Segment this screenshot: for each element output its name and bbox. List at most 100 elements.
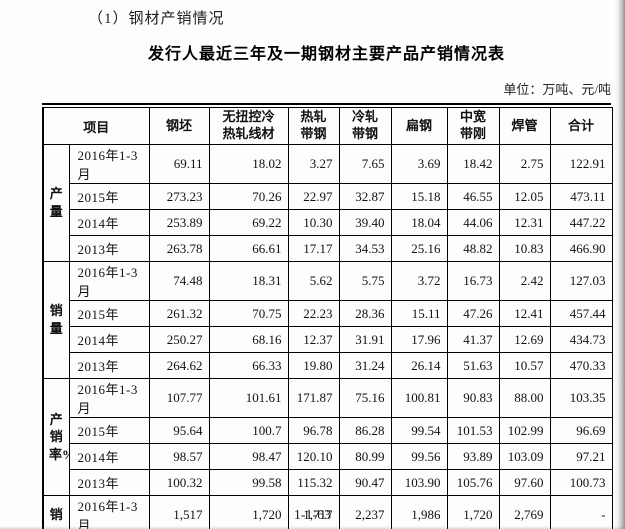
row-group-label: 产销率% [42, 378, 70, 496]
value-cell: 261.32 [148, 300, 210, 327]
period-cell: 2015年 [68, 417, 150, 444]
value-cell: 107.77 [148, 378, 210, 418]
value-cell: 473.11 [549, 183, 613, 210]
value-cell: 88.00 [498, 378, 551, 418]
col-header-flat-steel: 扁钢 [390, 107, 448, 145]
period-cell: 2014年 [68, 326, 150, 353]
col-header-welded-pipe: 焊管 [498, 107, 551, 145]
value-cell: 26.14 [390, 352, 448, 379]
period-cell: 2014年 [68, 209, 150, 236]
value-cell: 18.42 [446, 144, 500, 184]
value-cell: 47.26 [446, 300, 500, 327]
value-cell: 3.27 [287, 144, 340, 184]
value-cell: 1,720 [208, 495, 289, 529]
value-cell: 99.56 [390, 443, 448, 470]
section-heading: （1）钢材产销情况 [88, 11, 225, 27]
value-cell: 18.04 [390, 209, 448, 236]
value-cell: 5.75 [338, 261, 392, 301]
value-cell: 12.41 [498, 300, 551, 327]
table-row: 2014年 253.89 69.22 10.30 39.40 18.04 44.06 12.3… [43, 209, 613, 236]
value-cell: 10.83 [498, 235, 551, 262]
period-cell: 2016年1-3月 [68, 261, 150, 301]
value-cell: 96.69 [549, 417, 613, 444]
value-cell: 12.31 [498, 209, 551, 236]
value-cell: 80.99 [338, 443, 392, 470]
value-cell: 103.35 [549, 378, 613, 418]
value-cell: 15.11 [390, 300, 448, 327]
value-cell: 75.16 [338, 378, 392, 418]
value-cell: 100.32 [148, 469, 210, 496]
value-cell: 7.65 [338, 144, 392, 184]
col-header-wire-rod: 无扭控冷 热轧线材 [208, 107, 289, 145]
item-header-cell: 项目 [42, 107, 150, 145]
value-cell: 66.33 [208, 352, 289, 379]
value-cell: 1,517 [148, 495, 210, 529]
period-cell: 2015年 [68, 183, 150, 210]
value-cell: 90.47 [338, 469, 392, 496]
value-cell: 100.7 [208, 417, 289, 444]
value-cell: 34.53 [338, 235, 392, 262]
value-cell: 46.55 [446, 183, 500, 210]
value-cell: 18.31 [208, 261, 289, 301]
value-cell: 2,237 [338, 495, 392, 529]
value-cell: 101.61 [208, 378, 289, 418]
value-cell: 2.42 [498, 261, 551, 301]
value-cell: 32.87 [338, 183, 392, 210]
table-row: 2015年 95.64 100.7 96.78 86.28 99.54 101.53 102.… [43, 417, 613, 444]
table-row: 销量 2016年1-3月 74.48 18.31 5.62 5.75 3.72 16.73 2.… [42, 261, 613, 379]
value-cell: 15.18 [390, 183, 448, 210]
col-header-total: 合计 [549, 107, 613, 145]
value-cell: 470.33 [549, 352, 613, 379]
value-cell: 17.96 [390, 326, 448, 353]
value-cell: 102.99 [498, 417, 551, 444]
table-row: 产销率%2016年1-3月107.77101.61171.8775.16100.… [42, 378, 613, 496]
table-top-rule [42, 103, 611, 105]
value-cell: 434.73 [549, 326, 613, 353]
value-cell: 115.32 [287, 469, 340, 496]
value-cell: 31.91 [338, 326, 392, 353]
value-cell: 1,986 [390, 495, 448, 529]
table-body: 产量 2016年1-3月 69.11 18.02 3.27 7.65 3.69 18.42 2.… [42, 144, 613, 529]
table-row: 2013年 263.78 66.61 17.17 34.53 25.16 48.82 10.8… [43, 235, 613, 262]
value-cell: 16.73 [446, 261, 500, 301]
value-cell: 1,717 [287, 495, 340, 529]
scan-edge-right [614, 0, 625, 529]
value-cell: 93.89 [446, 443, 500, 470]
value-cell: 19.80 [287, 352, 340, 379]
value-cell: 96.78 [287, 417, 340, 444]
value-cell: 90.83 [446, 378, 500, 418]
period-cell: 2013年 [68, 352, 150, 379]
col-header-cold-rolled-strip: 冷轧 带钢 [338, 107, 392, 145]
value-cell: 171.87 [287, 378, 340, 418]
value-cell: 97.60 [498, 469, 551, 496]
value-cell: 1,720 [446, 495, 500, 529]
table-row: 产量 2016年1-3月 69.11 18.02 3.27 7.65 3.69 18.42 2.… [42, 144, 613, 262]
period-cell: 2013年 [68, 235, 150, 262]
table-row: 2015年 261.32 70.75 22.23 28.36 15.11 47.26 12.4… [43, 300, 613, 327]
row-group-label: 销量 [42, 261, 70, 379]
period-cell: 2014年 [68, 443, 150, 470]
value-cell: 48.82 [446, 235, 500, 262]
data-table: 项目 钢坯 无扭控冷 热轧线材 热轧 带钢 冷轧 带钢 扁钢 中宽 带刚 焊管 … [42, 107, 613, 529]
value-cell: 25.16 [390, 235, 448, 262]
value-cell: 105.76 [446, 469, 500, 496]
value-cell: 103.90 [390, 469, 448, 496]
value-cell: 120.10 [287, 443, 340, 470]
value-cell: 264.62 [148, 352, 210, 379]
value-cell: 17.17 [287, 235, 340, 262]
value-cell: 122.91 [549, 144, 613, 184]
value-cell: 100.81 [390, 378, 448, 418]
value-cell: 5.62 [287, 261, 340, 301]
value-cell: 31.24 [338, 352, 392, 379]
value-cell: 69.11 [148, 144, 210, 184]
unit-label: 单位：万吨、元/吨 [503, 82, 611, 97]
value-cell: 51.63 [446, 352, 500, 379]
table-row: 2013年 264.62 66.33 19.80 31.24 26.14 51.63 10.5… [43, 352, 613, 379]
value-cell: 3.69 [390, 144, 448, 184]
value-cell: 98.47 [208, 443, 289, 470]
value-cell: 2,769 [498, 495, 551, 529]
table-row: 2013年 100.32 99.58 115.32 90.47 103.90 105.76 9… [43, 469, 613, 496]
value-cell: 74.48 [148, 261, 210, 301]
value-cell: 22.97 [287, 183, 340, 210]
table-row: 2014年 98.57 98.47 120.10 80.99 99.56 93.89 103.… [43, 443, 613, 470]
